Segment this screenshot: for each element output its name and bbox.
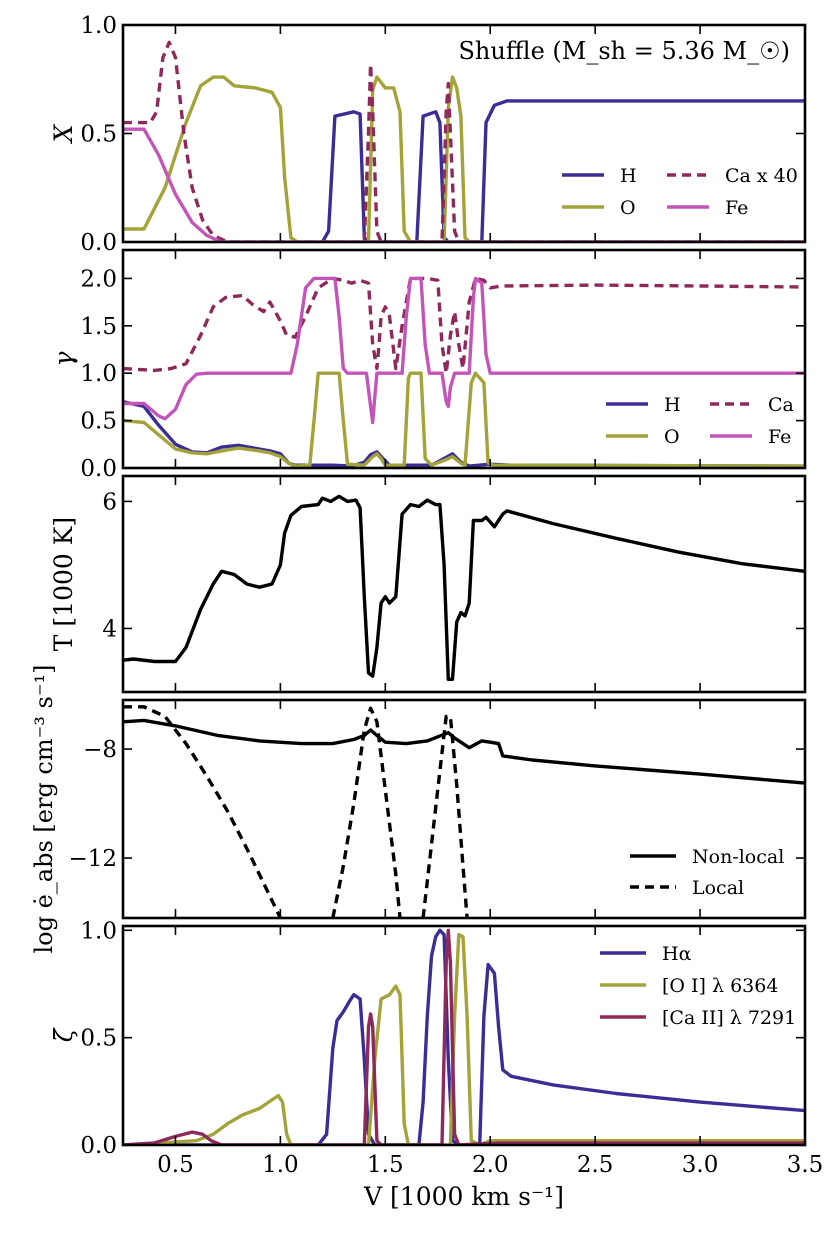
legend-entry: Fe <box>725 197 748 219</box>
series-line-ca <box>123 40 805 242</box>
y-tick-label: 2.0 <box>80 266 117 292</box>
panel-absorbed-energy: −8 −12 log ė_abs [erg cm⁻³ s⁻¹] Non-local Lo… <box>30 664 807 954</box>
y-tick-label: 0.5 <box>80 122 117 148</box>
axes-frame <box>121 698 807 920</box>
panel-zeta-lines <box>123 928 805 1145</box>
legend-entry: Non-local <box>692 846 784 868</box>
series-line-t <box>123 494 805 681</box>
legend-entry: H <box>620 165 637 187</box>
axes-frame <box>121 924 807 1147</box>
y-tick-label: 0.5 <box>80 409 117 435</box>
legend-entry: Ca x 40 <box>725 165 798 187</box>
series-line-local-seg3 <box>421 714 469 918</box>
series-line-local-seg1 <box>123 705 282 918</box>
y-tick-label: 6 <box>102 489 117 515</box>
figure-title: Shuffle (M_sh = 5.36 M_☉) <box>458 37 790 65</box>
panel-absorbed-energy-lines <box>123 705 805 918</box>
panel-gamma: 0.0 0.5 1.0 1.5 2.0 γ HO Ca Fe <box>49 248 807 482</box>
y-tick-label: −12 <box>68 846 117 872</box>
series-line-ca <box>123 276 805 375</box>
y-tick-label: 0.0 <box>80 230 117 256</box>
legend-entry: Ca <box>768 394 794 416</box>
y-tick-label: −8 <box>83 737 117 763</box>
panel-temperature: 4 6 T [1000 K] <box>49 474 807 694</box>
y-tick-label: 0.5 <box>80 1026 117 1052</box>
y-axis-label: γ <box>49 351 78 366</box>
y-axis-label: T [1000 K] <box>49 517 78 651</box>
panel-abundance: 0.0 0.5 1.0 X HO Ca x 40 Fe Shuffle (M_sh = 5.3… <box>49 13 807 256</box>
legend-entry: Hα <box>662 943 692 965</box>
panel-gamma-lines <box>123 276 805 468</box>
y-tick-label: 1.0 <box>80 13 117 39</box>
y-tick-label: 1.0 <box>80 361 117 387</box>
legend-entry: Fe <box>768 426 791 448</box>
x-axis-label: V [1000 km s⁻¹] <box>363 1182 564 1211</box>
legend-entry: O <box>664 426 680 448</box>
legend-entry: Local <box>692 877 744 899</box>
legend-entry: [O I] λ 6364 <box>662 975 778 997</box>
y-tick-label: 1.5 <box>80 314 117 340</box>
y-tick-label: 0.0 <box>80 456 117 482</box>
y-tick-label: 4 <box>102 616 117 642</box>
series-line-o <box>123 371 805 468</box>
legend: Non-local Local <box>630 846 784 899</box>
y-tick-label: 1.0 <box>80 918 117 944</box>
legend: Hα [O I] λ 6364 [Ca II] λ 7291 <box>600 943 796 1029</box>
x-tick-label: 1.5 <box>367 1152 404 1178</box>
series-line-o <box>123 75 805 242</box>
x-tick-label: 2.0 <box>472 1152 509 1178</box>
series-line-non-local <box>123 718 805 785</box>
legend-entry: [Ca II] λ 7291 <box>662 1007 796 1029</box>
x-tick-label: 3.0 <box>682 1152 719 1178</box>
y-tick-label: 0.0 <box>80 1133 117 1159</box>
legend-entry: O <box>620 197 636 219</box>
series-line-h <box>320 99 805 242</box>
panel-abundance-lines <box>123 40 805 242</box>
series-line-h- <box>123 928 805 1145</box>
series-line--o-i-6364 <box>123 932 805 1145</box>
axes-frame <box>121 474 807 694</box>
x-tick-label: 3.5 <box>787 1152 824 1178</box>
series-line-fe <box>123 276 805 425</box>
legend-entry: H <box>664 394 681 416</box>
series-line--ca-ii-7291 <box>123 928 805 1145</box>
x-tick-label: 0.5 <box>157 1152 194 1178</box>
panel-temperature-lines <box>123 494 805 681</box>
axes-frame <box>121 248 807 470</box>
legend: HO Ca x 40 Fe <box>562 165 798 219</box>
y-axis-label: log ė_abs [erg cm⁻³ s⁻¹] <box>30 664 58 953</box>
y-axis-label: ζ̄ <box>49 1027 78 1042</box>
y-axis-label: X <box>49 123 78 144</box>
panel-zeta: 0.0 0.5 1.0 ζ̄ Hα [O I] λ 6364 [Ca II] λ 7291 <box>49 918 807 1159</box>
legend: HO Ca Fe <box>606 394 794 448</box>
x-tick-label: 1.0 <box>262 1152 299 1178</box>
x-tick-label: 2.5 <box>577 1152 614 1178</box>
series-line-local-seg2 <box>331 706 402 918</box>
